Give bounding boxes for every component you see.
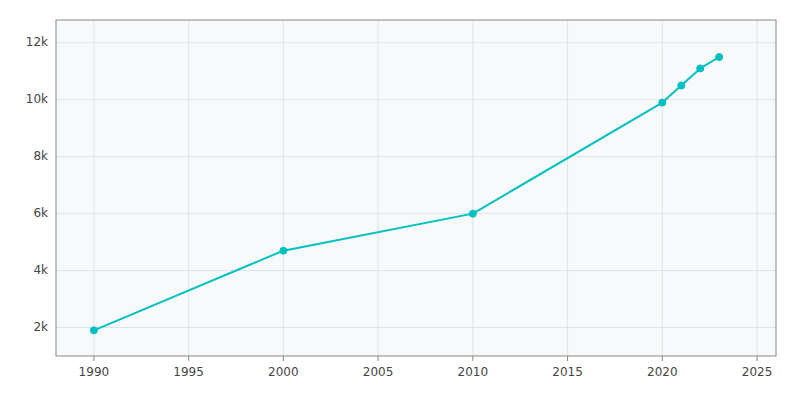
x-tick-label: 2015 [552,365,583,379]
x-grid-line [188,20,189,356]
x-tick-label: 1995 [173,365,204,379]
x-tick-mark [472,356,473,361]
y-tick-label: 12k [26,35,48,49]
x-tick-mark [378,356,379,361]
x-grid-line [93,20,94,356]
y-grid-line [56,270,776,271]
axes: 2k 4k 6k 8k 10k 12k 1990 1995 2000 2005 2010 2015 20… [26,20,776,379]
y-tick-label: 2k [33,320,48,334]
x-tick-mark [283,356,284,361]
marker [716,54,723,61]
plot-background [56,20,776,356]
marker [697,65,704,72]
marker [280,247,287,254]
line [94,57,719,330]
x-grid-line [757,20,758,356]
grid [56,20,776,356]
x-grid-line [662,20,663,356]
y-tick-label: 6k [33,206,48,220]
x-tick-label: 2025 [742,365,773,379]
y-grid-line [56,156,776,157]
x-tick-mark [188,356,189,361]
x-tick-label: 1990 [79,365,110,379]
x-tick-label: 2020 [647,365,678,379]
x-grid-line [472,20,473,356]
marker [469,210,476,217]
marker [678,82,685,89]
x-grid-line [378,20,379,356]
x-tick-mark [662,356,663,361]
y-tick-label: 10k [26,92,48,106]
y-tick-label: 4k [33,263,48,277]
page: {"chart_data": {"type": "line", "x": [19… [0,0,800,400]
y-tick-label: 8k [33,149,48,163]
plot-frame [56,20,776,356]
y-grid-line [56,42,776,43]
y-grid-line [56,99,776,100]
x-tick-mark [567,356,568,361]
series [90,54,722,334]
y-grid-line [56,327,776,328]
x-grid-line [283,20,284,356]
chart-container: 2k 4k 6k 8k 10k 12k 1990 1995 2000 2005 2010 2015 20… [0,0,800,400]
x-grid-line [567,20,568,356]
x-tick-label: 2000 [268,365,299,379]
marker [659,99,666,106]
marker [90,327,97,334]
x-tick-mark [757,356,758,361]
y-grid-line [56,213,776,214]
x-tick-label: 2005 [363,365,394,379]
x-tick-label: 2010 [458,365,489,379]
chart-svg: 2k 4k 6k 8k 10k 12k 1990 1995 2000 2005 2010 2015 20… [0,0,800,400]
x-tick-mark [93,356,94,361]
